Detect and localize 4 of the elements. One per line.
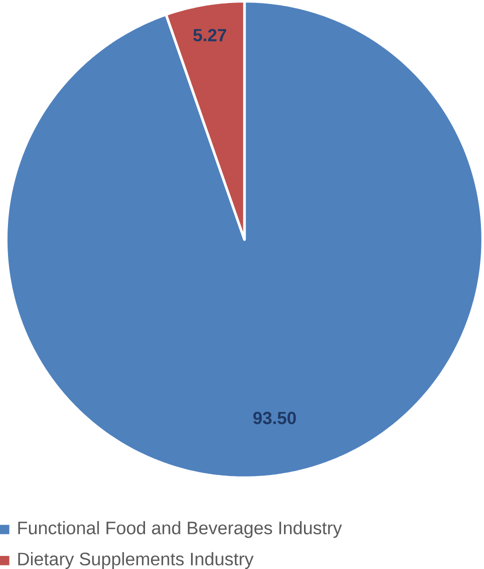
- legend-label: Functional Food and Beverages Industry: [18, 521, 342, 538]
- data-label: 5.27: [193, 28, 226, 42]
- legend-label: Dietary Supplements Industry: [18, 552, 254, 569]
- data-label: 93.50: [253, 412, 296, 424]
